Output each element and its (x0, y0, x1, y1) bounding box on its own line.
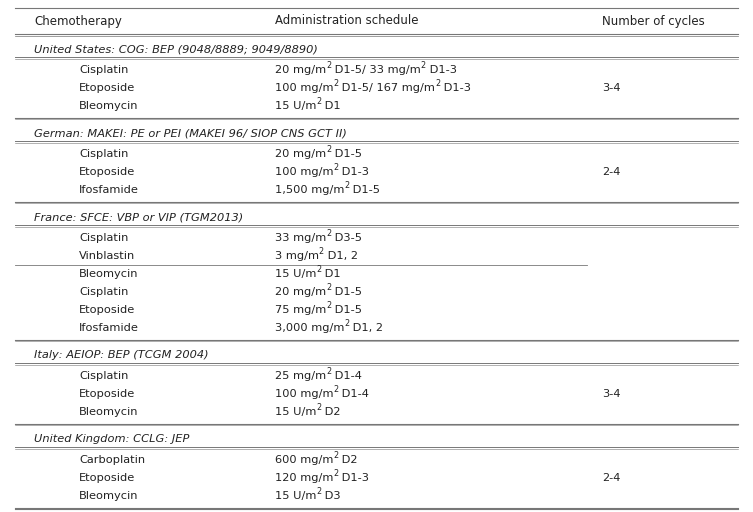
Text: Bleomycin: Bleomycin (79, 269, 139, 280)
Text: France: SFCE: VBP or VIP (TGM2013): France: SFCE: VBP or VIP (TGM2013) (34, 212, 243, 222)
Text: Etoposide: Etoposide (79, 305, 136, 315)
Text: D2: D2 (322, 408, 341, 417)
Text: 2: 2 (326, 60, 331, 70)
Text: D1: D1 (322, 101, 341, 112)
Text: Cisplatin: Cisplatin (79, 233, 129, 243)
Text: D1-3: D1-3 (426, 66, 457, 75)
Text: Vinblastin: Vinblastin (79, 251, 136, 262)
Text: 75 mg/m: 75 mg/m (275, 305, 326, 315)
Text: 2: 2 (421, 60, 426, 70)
Text: German: MAKEI: PE or PEI (MAKEI 96/ SIOP CNS GCT II): German: MAKEI: PE or PEI (MAKEI 96/ SIOP… (34, 128, 347, 138)
Text: Bleomycin: Bleomycin (79, 101, 139, 112)
Text: Cisplatin: Cisplatin (79, 371, 129, 381)
Text: Cisplatin: Cisplatin (79, 287, 129, 297)
Text: 2: 2 (334, 78, 338, 88)
Text: 1,500 mg/m: 1,500 mg/m (275, 185, 344, 196)
Text: D1-5: D1-5 (331, 150, 362, 159)
Text: D3: D3 (322, 492, 341, 501)
Text: 3-4: 3-4 (602, 390, 621, 399)
Text: Administration schedule: Administration schedule (275, 14, 419, 28)
Text: Cisplatin: Cisplatin (79, 150, 129, 159)
Text: D1, 2: D1, 2 (349, 324, 383, 333)
Text: D1-4: D1-4 (338, 390, 369, 399)
Text: 2: 2 (326, 228, 331, 238)
Text: 2: 2 (316, 486, 322, 496)
Text: Bleomycin: Bleomycin (79, 492, 139, 501)
Text: 2: 2 (319, 247, 324, 255)
Text: 3,000 mg/m: 3,000 mg/m (275, 324, 344, 333)
Text: Number of cycles: Number of cycles (602, 14, 705, 28)
Text: Etoposide: Etoposide (79, 167, 136, 177)
Text: United Kingdom: CCLG: JEP: United Kingdom: CCLG: JEP (34, 434, 189, 444)
Text: 2: 2 (344, 318, 349, 328)
Text: Bleomycin: Bleomycin (79, 408, 139, 417)
Text: 100 mg/m: 100 mg/m (275, 83, 334, 93)
Text: D1-5: D1-5 (349, 185, 380, 196)
Text: 2: 2 (344, 181, 349, 189)
Text: D3-5: D3-5 (331, 233, 362, 243)
Text: Ifosfamide: Ifosfamide (79, 185, 139, 196)
Text: Etoposide: Etoposide (79, 390, 136, 399)
Text: 15 U/m: 15 U/m (275, 269, 316, 280)
Text: 2: 2 (326, 283, 331, 291)
Text: Chemotherapy: Chemotherapy (34, 14, 122, 28)
Text: 15 U/m: 15 U/m (275, 492, 316, 501)
Text: D1-3: D1-3 (441, 83, 471, 93)
Text: 2: 2 (316, 402, 322, 412)
Text: D1-5/ 33 mg/m: D1-5/ 33 mg/m (331, 66, 421, 75)
Text: Carboplatin: Carboplatin (79, 455, 145, 465)
Text: Italy: AEIOP: BEP (TCGM 2004): Italy: AEIOP: BEP (TCGM 2004) (34, 350, 209, 360)
Text: 15 U/m: 15 U/m (275, 408, 316, 417)
Text: 20 mg/m: 20 mg/m (275, 66, 326, 75)
Text: 3 mg/m: 3 mg/m (275, 251, 319, 262)
Text: Etoposide: Etoposide (79, 474, 136, 483)
Text: 2: 2 (316, 97, 322, 105)
Text: Etoposide: Etoposide (79, 83, 136, 93)
Text: 2: 2 (435, 78, 441, 88)
Text: 15 U/m: 15 U/m (275, 101, 316, 112)
Text: D1-5: D1-5 (331, 287, 362, 297)
Text: 2: 2 (326, 301, 331, 310)
Text: D1: D1 (322, 269, 341, 280)
Text: D1-5: D1-5 (331, 305, 362, 315)
Text: 20 mg/m: 20 mg/m (275, 150, 326, 159)
Text: 2: 2 (334, 468, 338, 478)
Text: 2: 2 (326, 144, 331, 154)
Text: 2-4: 2-4 (602, 167, 620, 177)
Text: 100 mg/m: 100 mg/m (275, 390, 334, 399)
Text: D1-5/ 167 mg/m: D1-5/ 167 mg/m (338, 83, 435, 93)
Text: 2: 2 (334, 162, 338, 172)
Text: 2: 2 (334, 451, 338, 460)
Text: 33 mg/m: 33 mg/m (275, 233, 326, 243)
Text: United States: COG: BEP (9048/8889; 9049/8890): United States: COG: BEP (9048/8889; 9049… (34, 44, 318, 54)
Text: 3-4: 3-4 (602, 83, 621, 93)
Text: Ifosfamide: Ifosfamide (79, 324, 139, 333)
Text: D1-3: D1-3 (338, 167, 370, 177)
Text: D1, 2: D1, 2 (324, 251, 358, 262)
Text: D1-4: D1-4 (331, 371, 362, 381)
Text: 25 mg/m: 25 mg/m (275, 371, 326, 381)
Text: D2: D2 (338, 455, 358, 465)
Text: 120 mg/m: 120 mg/m (275, 474, 334, 483)
Text: 20 mg/m: 20 mg/m (275, 287, 326, 297)
Text: 600 mg/m: 600 mg/m (275, 455, 334, 465)
Text: 2-4: 2-4 (602, 474, 620, 483)
Text: 100 mg/m: 100 mg/m (275, 167, 334, 177)
Text: Cisplatin: Cisplatin (79, 66, 129, 75)
Text: 2: 2 (316, 265, 322, 273)
Text: 2: 2 (334, 385, 338, 394)
Text: 2: 2 (326, 367, 331, 375)
Text: D1-3: D1-3 (338, 474, 369, 483)
